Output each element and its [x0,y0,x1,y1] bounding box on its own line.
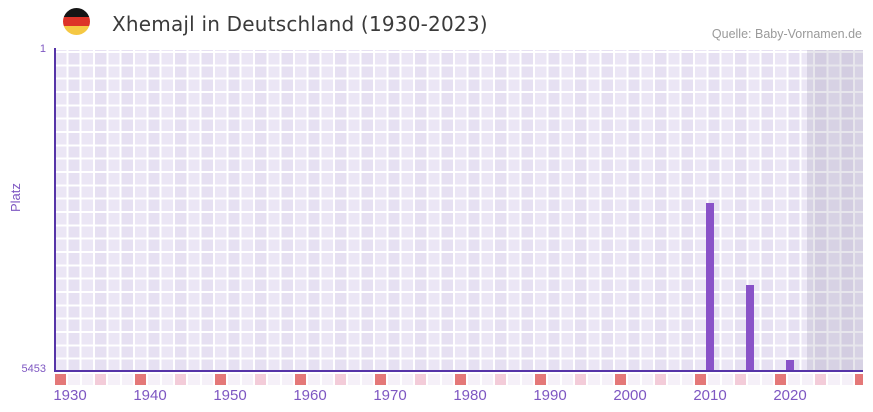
germany-flag-icon [63,8,90,35]
year-cell [548,374,560,385]
half-decade-tick [654,374,667,385]
year-cell [668,374,680,385]
year-cell [601,374,613,385]
year-cell [268,374,280,385]
y-tick-max: 5453 [21,363,46,375]
x-tick-label: 2020 [773,387,807,404]
decade-tick [374,374,387,385]
year-cell [241,374,253,385]
y-tick-min: 1 [39,43,46,55]
chart-title: Xhemajl in Deutschland (1930-2023) [112,12,488,36]
year-cell [468,374,480,385]
half-decade-tick [814,374,827,385]
year-cell [828,374,840,385]
year-cell [281,374,293,385]
half-decade-tick [734,374,747,385]
decade-tick [134,374,147,385]
year-cell [348,374,360,385]
x-tick-label: 1940 [133,387,167,404]
year-cell [801,374,813,385]
bar-2020[interactable] [786,359,794,371]
year-cell [388,374,400,385]
x-axis-line [54,370,863,372]
y-axis-line [54,48,56,372]
decade-tick [614,374,627,385]
year-cell [521,374,533,385]
y-axis-label: Platz [8,183,23,212]
half-decade-tick [254,374,267,385]
year-cell [841,374,853,385]
year-cell [361,374,373,385]
year-cell [708,374,720,385]
year-cell [308,374,320,385]
x-tick-label: 1980 [453,387,487,404]
year-cell [428,374,440,385]
half-decade-tick [414,374,427,385]
x-tick-label: 2000 [613,387,647,404]
decade-tick [854,374,863,385]
bar-2015[interactable] [746,284,754,371]
x-tick-label: 1930 [53,387,87,404]
bar-2010[interactable] [706,202,714,371]
year-tick-row [55,374,863,385]
year-cell [188,374,200,385]
year-cell [588,374,600,385]
decade-tick [214,374,227,385]
year-cell [721,374,733,385]
half-decade-tick [94,374,107,385]
year-cell [228,374,240,385]
year-cell [628,374,640,385]
x-tick-label: 1960 [293,387,327,404]
half-decade-tick [174,374,187,385]
year-cell [681,374,693,385]
half-decade-tick [494,374,507,385]
x-tick-label: 1950 [213,387,247,404]
year-cell [108,374,120,385]
year-cell [761,374,773,385]
year-cell [321,374,333,385]
plot-area [55,50,863,371]
year-cell [441,374,453,385]
future-years-band [807,50,863,371]
year-cell [641,374,653,385]
x-tick-label: 1970 [373,387,407,404]
decade-tick [774,374,787,385]
source-credit: Quelle: Baby-Vornamen.de [711,27,862,41]
year-cell [401,374,413,385]
decade-tick [534,374,547,385]
year-cell [81,374,93,385]
year-cell [201,374,213,385]
half-decade-tick [334,374,347,385]
year-cell [561,374,573,385]
year-cell [748,374,760,385]
year-cell [121,374,133,385]
year-cell [788,374,800,385]
x-tick-label: 1990 [533,387,567,404]
half-decade-tick [574,374,587,385]
year-cell [161,374,173,385]
year-cell [481,374,493,385]
year-cell [508,374,520,385]
decade-tick [694,374,707,385]
year-cell [148,374,160,385]
decade-tick [454,374,467,385]
year-cell [68,374,80,385]
decade-tick [55,374,67,385]
decade-tick [294,374,307,385]
x-tick-label: 2010 [693,387,727,404]
